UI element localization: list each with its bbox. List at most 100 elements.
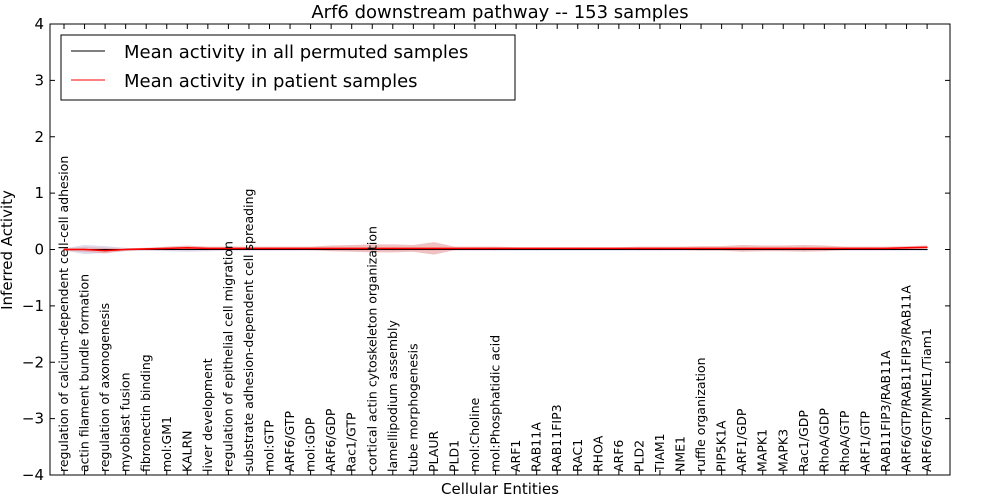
permuted-data-point (474, 248, 476, 251)
x-tick-label: RAB11FIP3/RAB11A (878, 350, 893, 472)
y-axis-label: Inferred Activity (0, 190, 16, 310)
patient-data-point (556, 247, 558, 249)
permuted-data-point (864, 248, 867, 251)
patient-data-point (125, 248, 127, 251)
patient-data-point (803, 247, 805, 249)
x-tick-label: mol:Phosphatidic acid (488, 335, 503, 472)
chart-title: Arf6 downstream pathway -- 153 samples (311, 2, 688, 23)
patient-data-point (741, 247, 743, 249)
y-tick-label: −2 (22, 353, 44, 371)
patient-data-point (63, 248, 65, 251)
x-tick-label: lamellipodium assembly (385, 320, 400, 472)
x-tick-label: ARF1/GDP (734, 408, 749, 472)
permuted-data-point (166, 248, 168, 251)
patient-data-point (412, 247, 414, 249)
x-tick-label: MAPK3 (775, 429, 790, 472)
patient-data-point (207, 247, 209, 249)
patient-data-point (371, 247, 373, 249)
permuted-data-point (823, 248, 825, 251)
patient-data-point (577, 247, 579, 249)
patient-data-point (515, 247, 517, 249)
x-tick-label: mol:GTP (262, 420, 277, 472)
permuted-data-point (926, 248, 928, 251)
x-tick-label: ARF6/GTP/NME1/Tiam1 (919, 328, 934, 472)
x-tick-label: ARF6/GTP/RAB11FIP3/RAB11A (899, 285, 914, 472)
patient-data-point (618, 247, 620, 249)
x-tick-label: RHOA (590, 435, 605, 472)
plot-area: −4 −3 −2 −1 0 1 2 3 4 regulation of calcium-depen… (22, 15, 951, 484)
x-tick-label: Rac1/GDP (796, 410, 811, 472)
patient-data-point (289, 247, 291, 249)
permuted-data-point (392, 248, 394, 251)
permuted-data-point (104, 248, 106, 251)
permuted-data-point (638, 248, 641, 251)
patient-data-point (227, 247, 229, 249)
x-tick-label: ARF6 (611, 440, 626, 472)
permuted-data-point (556, 248, 558, 251)
patient-data-point (104, 250, 106, 252)
permuted-data-point (268, 248, 271, 251)
permuted-data-point (433, 248, 435, 251)
x-tick-label: RhoA/GTP (837, 410, 852, 472)
x-tick-label: mol:Choline (467, 397, 482, 472)
x-tick-label: ARF6/GDP (323, 408, 338, 472)
permuted-data-point (494, 248, 497, 251)
x-tick-label: liver development (200, 358, 215, 472)
permuted-data-point (248, 248, 250, 251)
x-tick-label: tube morphogenesis (405, 343, 420, 472)
permuted-data-point (762, 248, 764, 251)
patient-data-point (679, 247, 682, 249)
x-tick-label: fibronectin binding (138, 354, 153, 472)
x-tick-label: KALRN (179, 430, 194, 472)
patient-data-point (597, 247, 599, 249)
x-tick-label: NME1 (673, 436, 688, 472)
y-tick-label: 0 (34, 241, 44, 259)
patient-data-point (638, 247, 641, 249)
permuted-data-point (721, 248, 723, 251)
permuted-data-point (659, 248, 661, 251)
permuted-data-point (536, 248, 538, 251)
permuted-data-point (289, 248, 291, 251)
patient-data-point (864, 247, 867, 249)
permuted-data-point (351, 248, 353, 251)
permuted-data-point (803, 248, 805, 251)
legend: Mean activity in all permuted samples Me… (60, 34, 516, 101)
patient-data-point (536, 247, 538, 249)
patient-data-point (762, 247, 764, 249)
patient-data-point (83, 248, 86, 251)
x-tick-label: ruffle organization (693, 357, 708, 472)
x-tick-label: RhoA/GDP (816, 408, 831, 472)
x-tick-label: PLD1 (446, 440, 461, 472)
patient-data-point (474, 247, 476, 249)
legend-box (60, 34, 516, 101)
permuted-data-point (741, 248, 743, 251)
permuted-data-point (515, 248, 517, 251)
permuted-data-point (700, 248, 702, 251)
patient-data-point (823, 247, 825, 249)
patient-data-point (494, 247, 497, 249)
patient-data-point (721, 247, 723, 249)
permuted-data-point (885, 248, 887, 251)
permuted-data-point (186, 248, 188, 251)
x-tick-label: mol:GDP (303, 417, 318, 472)
permuted-data-point (905, 248, 908, 251)
patient-data-point (310, 247, 312, 249)
x-tick-label: ARF6/GTP (282, 411, 297, 472)
permuted-data-point (453, 248, 456, 251)
x-tick-label: cortical actin cytoskeleton organization (364, 226, 379, 472)
patient-data-point (268, 247, 271, 249)
x-tick-label: PLD2 (631, 440, 646, 472)
patient-data-point (166, 247, 168, 249)
x-tick-label: PIP5K1A (714, 420, 729, 472)
permuted-data-point (597, 248, 599, 251)
patient-data-point (392, 247, 394, 249)
x-tick-label: MAPK1 (755, 429, 770, 472)
patient-data-point (453, 247, 456, 249)
x-tick-label: ARF1/GTP (857, 411, 872, 472)
x-tick-label: RAB11FIP3 (549, 404, 564, 472)
permuted-data-point (577, 248, 579, 251)
y-tick-label: 2 (34, 128, 44, 146)
x-tick-label: substrate adhesion-dependent cell spread… (241, 189, 256, 472)
legend-label-permuted: Mean activity in all permuted samples (124, 42, 468, 63)
permuted-data-point (844, 248, 846, 251)
